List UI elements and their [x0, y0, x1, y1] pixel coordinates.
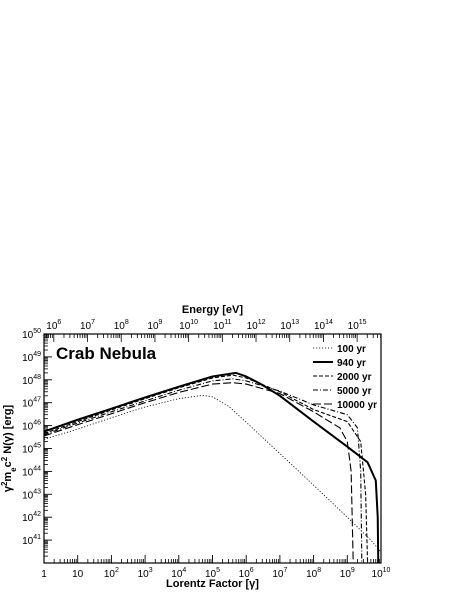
x2-tick-label: 1011 — [213, 319, 231, 332]
x2-tick-label: 109 — [147, 319, 162, 332]
series-line-4 — [43, 382, 354, 564]
x-tick-label: 105 — [205, 567, 220, 580]
y-tick-label: 1041 — [22, 534, 41, 547]
legend-label-4: 10000 yr — [337, 400, 377, 411]
y-tick-label: 1042 — [22, 511, 41, 524]
y-tick-label: 1049 — [22, 351, 41, 364]
x-tick-label: 109 — [340, 567, 355, 580]
x2-tick-label: 1012 — [247, 319, 266, 332]
x2-tick-label: 107 — [80, 319, 95, 332]
x-tick-label: 106 — [239, 567, 254, 580]
x-tick-label: 103 — [138, 567, 153, 580]
y-tick-label: 1048 — [22, 374, 41, 387]
x2-tick-label: 108 — [114, 319, 129, 332]
x-tick-label: 107 — [272, 567, 287, 580]
x-tick-label: 10 — [72, 569, 84, 580]
series-line-0 — [43, 394, 382, 553]
x-tick-label: 108 — [306, 567, 321, 580]
series-line-2 — [43, 374, 369, 564]
x-tick-label: 102 — [104, 567, 119, 580]
y-tick-label: 1047 — [22, 397, 41, 410]
x2-tick-label: 1014 — [314, 319, 333, 332]
legend-label-1: 940 yr — [337, 358, 366, 369]
series-line-3 — [43, 378, 363, 564]
ticks-layer: 1 10 102 103 104 105 106 107 108 109 1010 1041 1042 1… — [22, 319, 390, 580]
x-axis-title: Lorentz Factor [γ] — [166, 578, 259, 590]
y-tick-label: 1050 — [22, 328, 41, 341]
y-tick-label: 1043 — [22, 488, 41, 501]
chart-title: Crab Nebula — [56, 344, 157, 363]
y-tick-label: 1045 — [22, 443, 41, 456]
x2-tick-label: 1015 — [348, 319, 367, 332]
plot-frame — [43, 333, 382, 564]
series-layer — [43, 371, 382, 564]
legend-label-3: 5000 yr — [337, 386, 372, 397]
x2-tick-label: 1010 — [179, 319, 198, 332]
x-tick-label: 1 — [41, 569, 47, 580]
x2-tick-label: 1013 — [280, 319, 299, 332]
x2-tick-label: 106 — [46, 319, 61, 332]
y-tick-label: 1046 — [22, 420, 41, 433]
legend: 100 yr 940 yr 2000 yr 5000 yr 10000 yr — [313, 344, 377, 411]
x2-axis-title: Energy [eV] — [182, 304, 243, 316]
legend-label-0: 100 yr — [337, 344, 366, 355]
y-tick-label: 1044 — [22, 465, 41, 478]
series-line-1 — [43, 371, 380, 564]
y-axis-title: γ2mec2 N(γ) [erg] — [0, 405, 18, 493]
x-tick-label: 1010 — [372, 567, 391, 580]
legend-label-2: 2000 yr — [337, 372, 372, 383]
x-tick-label: 104 — [171, 567, 186, 580]
